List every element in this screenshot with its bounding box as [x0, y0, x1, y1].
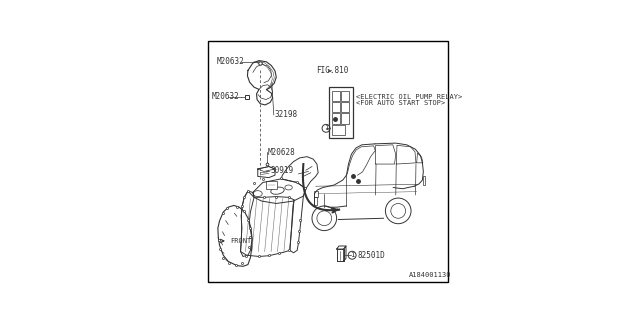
Bar — [423, 176, 426, 185]
Bar — [341, 102, 349, 112]
Text: 30919: 30919 — [271, 166, 294, 175]
Text: 1: 1 — [350, 252, 355, 258]
Text: 1: 1 — [324, 125, 328, 131]
Text: A184001130: A184001130 — [410, 272, 452, 278]
Bar — [332, 113, 340, 124]
Bar — [332, 91, 340, 101]
Text: FRONT: FRONT — [221, 238, 252, 244]
Text: <FOR AUTO START STOP>: <FOR AUTO START STOP> — [356, 100, 445, 106]
Text: M20632: M20632 — [216, 57, 244, 66]
Bar — [341, 91, 349, 101]
Text: M20632: M20632 — [212, 92, 239, 101]
FancyBboxPatch shape — [329, 87, 353, 139]
Text: 32198: 32198 — [275, 110, 298, 119]
Bar — [314, 191, 318, 197]
Bar — [332, 125, 345, 135]
Bar — [266, 181, 278, 189]
Text: FIG.810: FIG.810 — [316, 66, 348, 75]
Bar — [332, 102, 340, 112]
Bar — [341, 113, 349, 124]
Text: <ELECTRIC OIL PUMP RELAY>: <ELECTRIC OIL PUMP RELAY> — [356, 94, 463, 100]
Bar — [314, 197, 317, 205]
Text: 82501D: 82501D — [357, 251, 385, 260]
Text: M20628: M20628 — [268, 148, 296, 157]
